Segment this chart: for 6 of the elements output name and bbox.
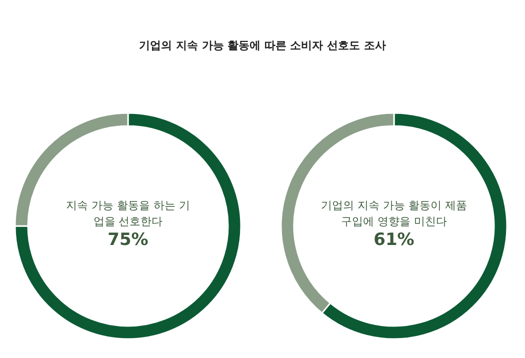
data-label: 75% [106, 230, 150, 250]
donut-slice [14, 112, 242, 340]
text: 기업의 지속 가능 활동에 따른 소비자 선호도 조사 [138, 38, 387, 53]
text: 기업의 지속 가능 활동이 제품 구입에 영향을 미친다 [320, 198, 468, 230]
data-label: 61% [372, 230, 416, 250]
text: 지속 가능 활동을 하는 기업을 선호한다 [65, 198, 191, 230]
